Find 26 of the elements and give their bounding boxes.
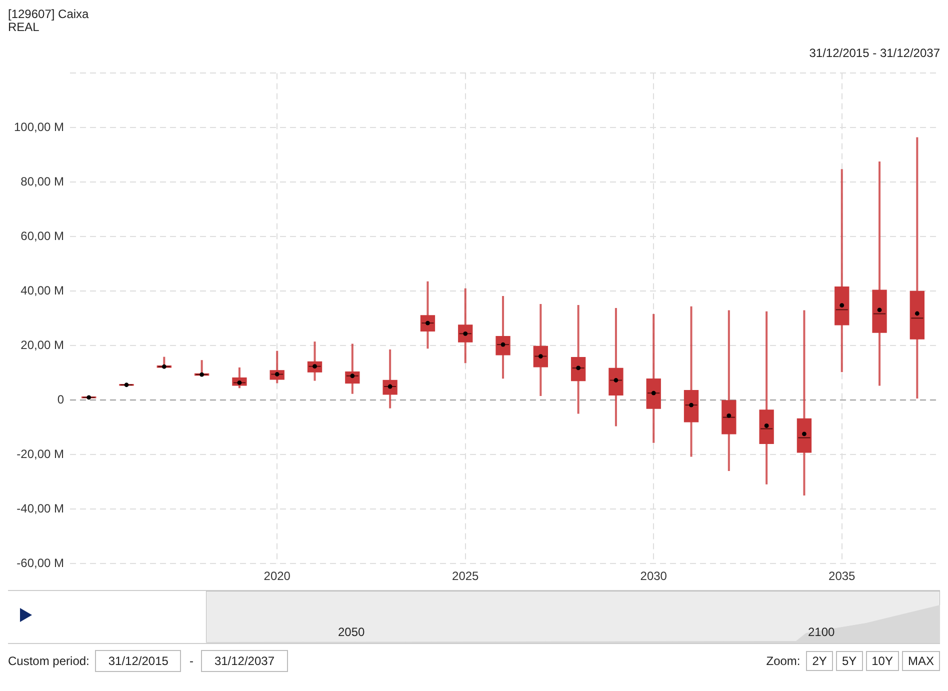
y-tick-label: 0 <box>57 392 64 406</box>
y-tick-label: -20,00 M <box>16 446 64 461</box>
x-tick-label: 2030 <box>640 569 668 584</box>
y-tick-label: -60,00 M <box>16 556 64 570</box>
text: 31/12/2015 <box>95 650 182 672</box>
text: 31/12/2015 - 31/12/2037 <box>808 46 940 60</box>
text: - <box>189 654 194 668</box>
text: Custom period: <box>8 654 90 668</box>
text: 5Y <box>836 651 863 671</box>
chart-title: [129607] Caixa <box>8 7 90 21</box>
text: 31/12/2037 <box>201 650 288 672</box>
y-tick-label: 80,00 M <box>20 174 64 188</box>
y-tick-label: 20,00 M <box>20 338 64 352</box>
x-tick-label: 2020 <box>264 569 291 584</box>
text: Zoom: <box>766 654 800 668</box>
text: 2Y <box>806 651 833 671</box>
x-tick-label: 2025 <box>452 569 480 584</box>
y-tick-label: -40,00 M <box>16 501 64 516</box>
x-tick-label: 2035 <box>828 569 856 584</box>
chart-subtitle: REAL <box>8 20 40 34</box>
text: MAX <box>902 651 940 671</box>
y-tick-label: 60,00 M <box>20 228 64 243</box>
y-tick-label: 100,00 M <box>14 120 64 134</box>
navigator: 2050 2100 <box>8 590 940 644</box>
text: 10Y <box>866 651 899 671</box>
y-tick-label: 40,00 M <box>20 283 64 298</box>
